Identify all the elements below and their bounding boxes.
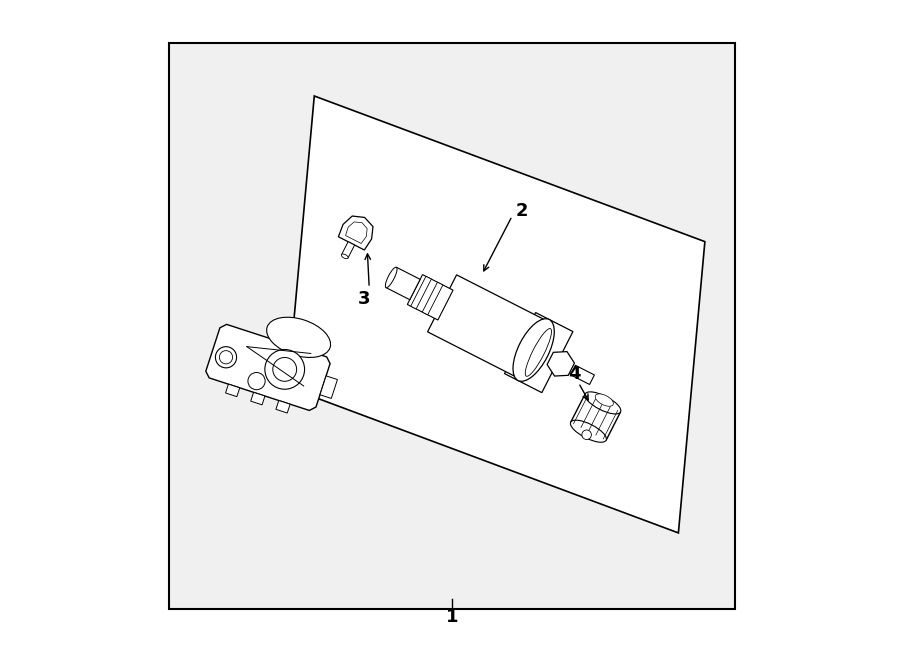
Ellipse shape: [595, 394, 614, 406]
Ellipse shape: [513, 318, 554, 381]
Text: 2: 2: [515, 201, 527, 220]
Polygon shape: [428, 275, 544, 377]
Polygon shape: [320, 376, 338, 399]
Circle shape: [582, 430, 591, 440]
Polygon shape: [571, 365, 594, 385]
Polygon shape: [422, 282, 443, 315]
Polygon shape: [251, 393, 265, 405]
Polygon shape: [571, 394, 620, 440]
Circle shape: [220, 351, 232, 364]
Ellipse shape: [585, 392, 621, 414]
Circle shape: [248, 373, 266, 390]
Polygon shape: [288, 96, 705, 533]
Polygon shape: [410, 276, 431, 309]
Text: 1: 1: [446, 608, 458, 626]
Polygon shape: [505, 312, 573, 393]
Polygon shape: [547, 352, 574, 376]
Polygon shape: [346, 222, 367, 244]
Text: 3: 3: [357, 290, 370, 308]
Circle shape: [215, 347, 237, 368]
Ellipse shape: [385, 267, 397, 288]
Polygon shape: [226, 384, 239, 397]
Ellipse shape: [266, 317, 330, 357]
Ellipse shape: [571, 420, 607, 442]
Polygon shape: [386, 267, 420, 300]
Circle shape: [273, 357, 297, 381]
Polygon shape: [341, 242, 355, 258]
Polygon shape: [338, 216, 373, 250]
Polygon shape: [276, 401, 290, 413]
Ellipse shape: [341, 254, 348, 259]
Text: 4: 4: [568, 365, 580, 383]
Circle shape: [265, 350, 304, 389]
Bar: [168, 43, 734, 609]
Polygon shape: [408, 275, 453, 320]
Polygon shape: [206, 324, 330, 410]
